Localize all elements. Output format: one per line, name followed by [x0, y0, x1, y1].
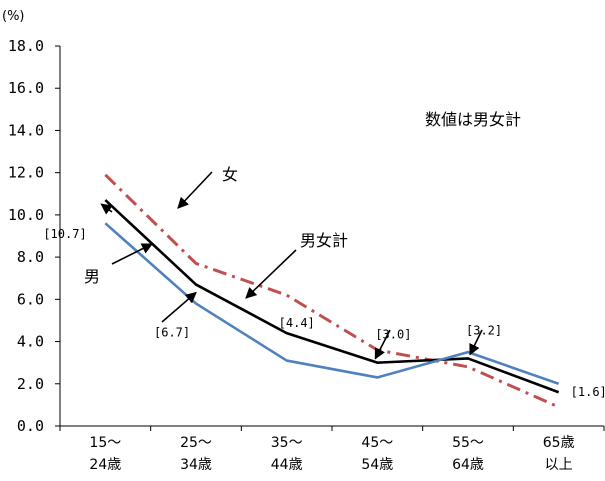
- y-tick-label: 6.0: [17, 290, 44, 308]
- y-tick-label: 10.0: [8, 206, 44, 224]
- data-label: [10.7]: [43, 227, 86, 241]
- series-lines: [104, 173, 560, 409]
- x-category-label-line2: 24歳: [89, 457, 121, 473]
- series-line-total: [104, 199, 560, 394]
- x-category-label-line2: 64歳: [452, 457, 484, 473]
- annotation-arrow-male: [111, 243, 154, 265]
- series-annotation-female: 女: [222, 165, 238, 184]
- x-category-label-line1: 65歳: [543, 435, 575, 451]
- x-category-label-line1: 55～: [452, 435, 484, 451]
- y-tick-label: 14.0: [8, 121, 44, 139]
- x-category-label-line2: 以上: [545, 457, 573, 473]
- y-tick-label: 0.0: [17, 417, 44, 435]
- x-category-label-line2: 54歳: [361, 457, 393, 473]
- y-tick-label: 16.0: [8, 79, 44, 97]
- data-label-arrow: [374, 329, 391, 360]
- data-label-arrow: [161, 291, 197, 323]
- x-category-label-line2: 34歳: [180, 457, 212, 473]
- y-tick-label: 4.0: [17, 333, 44, 351]
- annotation-arrow-female: [177, 171, 213, 209]
- x-category-label-line1: 45～: [361, 435, 393, 451]
- series-annotation-male: 男: [84, 267, 100, 286]
- y-tick-label: 2.0: [17, 375, 44, 393]
- chart-note: 数値は男女計: [425, 110, 521, 129]
- series-annotation-total: 男女計: [300, 231, 348, 250]
- data-label-arrow: [469, 329, 483, 356]
- y-tick-label: 18.0: [8, 37, 44, 55]
- x-category-label-line1: 25～: [180, 435, 212, 451]
- y-axis-ticks: 0.0 2.0 4.0 6.0 8.0 10.0 12.0 14.0 16.0 18.0: [8, 37, 60, 435]
- data-label: [4.4]: [279, 316, 315, 330]
- data-label: [1.6]: [571, 385, 605, 399]
- data-label: [3.2]: [466, 323, 502, 337]
- series-line-male: [104, 222, 560, 386]
- series-line-female: [104, 173, 560, 409]
- y-tick-label: 12.0: [8, 164, 44, 182]
- x-category-label-line2: 44歳: [271, 457, 303, 473]
- x-category-label-line1: 15～: [89, 435, 121, 451]
- annotation-arrow-total: [245, 249, 297, 299]
- x-category-label-line1: 35～: [271, 435, 303, 451]
- y-axis-unit-label: (%): [2, 9, 25, 24]
- data-label-arrow: [100, 203, 113, 215]
- y-tick-label: 8.0: [17, 248, 44, 266]
- data-label: [6.7]: [154, 326, 190, 340]
- data-label: [3.0]: [375, 328, 411, 342]
- data-labels: [10.7] [6.7] [4.4] [3.0] [3.2] [1.6]: [43, 227, 605, 399]
